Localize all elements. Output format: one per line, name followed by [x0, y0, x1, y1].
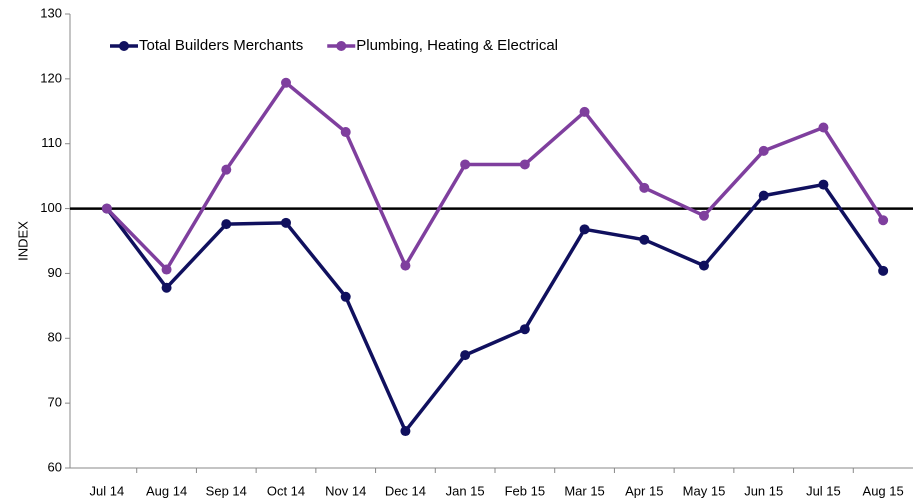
data-point — [818, 179, 829, 190]
x-tick-label: Jun 15 — [744, 483, 783, 498]
x-tick-label: Aug 15 — [863, 483, 904, 498]
y-tick-label: 60 — [48, 459, 62, 474]
data-point — [281, 217, 291, 228]
data-point — [758, 145, 769, 156]
data-point — [579, 224, 590, 235]
data-point — [221, 219, 232, 230]
data-point — [878, 215, 889, 226]
y-tick-label: 80 — [48, 330, 62, 345]
data-point — [639, 182, 650, 193]
data-point — [281, 77, 291, 88]
y-tick-label: 90 — [48, 265, 62, 280]
data-point — [400, 426, 411, 437]
data-point — [519, 159, 530, 170]
data-point — [878, 265, 889, 276]
series-line — [105, 182, 885, 433]
data-point — [340, 127, 351, 138]
legend-marker — [119, 41, 129, 51]
legend: Total Builders Merchants Plumbing, Heatin… — [110, 37, 558, 54]
data-point — [699, 210, 709, 221]
series-line — [105, 80, 885, 272]
data-point — [639, 234, 650, 245]
data-point — [101, 203, 112, 214]
y-axis-label: INDEX — [15, 221, 30, 261]
x-tick-label: Jan 15 — [446, 483, 485, 498]
x-tick-label: Dec 14 — [385, 483, 426, 498]
y-tick-label: 130 — [40, 5, 62, 20]
x-tick-label: Sep 14 — [206, 483, 247, 498]
legend-label: Plumbing, Heating & Electrical — [356, 37, 558, 54]
data-point — [460, 159, 471, 170]
data-point — [340, 291, 351, 302]
y-tick-label: 110 — [41, 135, 62, 150]
legend-label: Total Builders Merchants — [139, 37, 303, 54]
x-tick-label: Mar 15 — [564, 483, 604, 498]
x-tick-label: May 15 — [683, 483, 726, 498]
data-point — [818, 122, 829, 133]
x-tick-label: Jul 15 — [806, 483, 841, 498]
legend-marker — [336, 41, 347, 51]
x-tick-label: Jul 14 — [90, 483, 125, 498]
data-point — [758, 190, 769, 201]
y-tick-label: 100 — [40, 200, 62, 215]
data-point — [519, 324, 530, 335]
x-tick-label: Oct 14 — [267, 483, 305, 498]
data-point — [400, 260, 411, 271]
data-point — [579, 106, 590, 117]
x-tick-label: Aug 14 — [146, 483, 187, 498]
y-tick-label: 70 — [48, 395, 62, 410]
y-tick-label: 120 — [40, 70, 62, 85]
data-point — [460, 350, 471, 361]
x-tick-label: Feb 15 — [505, 483, 545, 498]
data-point — [161, 282, 172, 293]
x-tick-label: Apr 15 — [625, 483, 663, 498]
data-point — [161, 264, 172, 275]
data-point — [221, 164, 232, 175]
x-tick-label: Nov 14 — [325, 483, 366, 498]
data-point — [699, 260, 709, 271]
